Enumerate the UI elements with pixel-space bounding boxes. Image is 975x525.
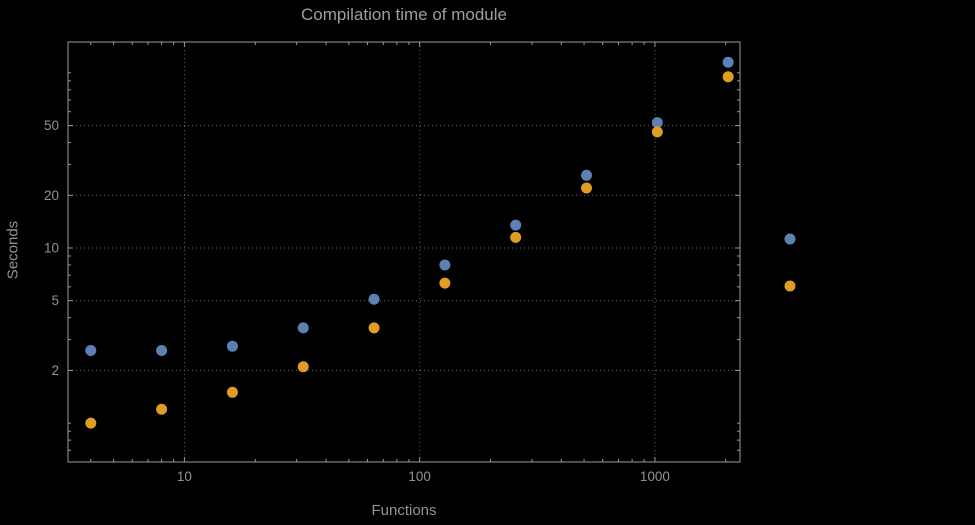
data-point-series-orange (226, 386, 238, 398)
y-tick-label: 5 (51, 293, 59, 308)
y-tick-label: 2 (51, 363, 59, 378)
data-point-series-orange (651, 126, 663, 138)
x-tick-label: 100 (408, 469, 431, 484)
data-point-series-blue (156, 344, 168, 356)
data-point-series-orange (722, 71, 734, 83)
y-tick-label: 20 (44, 188, 59, 203)
data-point-series-blue (510, 219, 522, 231)
x-axis-label: Functions (371, 502, 437, 519)
data-point-series-orange (297, 361, 309, 373)
data-point-series-orange (439, 277, 451, 289)
y-tick-label: 50 (44, 118, 59, 133)
data-point-series-blue (439, 259, 451, 271)
legend-marker-series-blue (784, 233, 796, 245)
legend-marker-series-orange (784, 280, 796, 292)
data-point-series-blue (85, 344, 97, 356)
chart-title: Compilation time of module (301, 5, 507, 24)
data-point-series-blue (368, 293, 380, 305)
data-point-series-orange (368, 322, 380, 334)
data-point-series-blue (226, 340, 238, 352)
data-point-series-orange (85, 417, 97, 429)
plot-frame (67, 41, 741, 463)
data-point-series-orange (156, 403, 168, 415)
y-axis-label: Seconds (4, 220, 22, 280)
x-tick-label: 10 (177, 469, 192, 484)
data-point-series-orange (581, 182, 593, 194)
data-point-series-orange (510, 231, 522, 243)
data-point-series-blue (651, 117, 663, 129)
y-tick-label: 10 (44, 240, 59, 255)
data-point-series-blue (722, 56, 734, 68)
x-tick-label: 1000 (640, 469, 670, 484)
data-point-series-blue (297, 322, 309, 334)
data-point-series-blue (581, 169, 593, 181)
